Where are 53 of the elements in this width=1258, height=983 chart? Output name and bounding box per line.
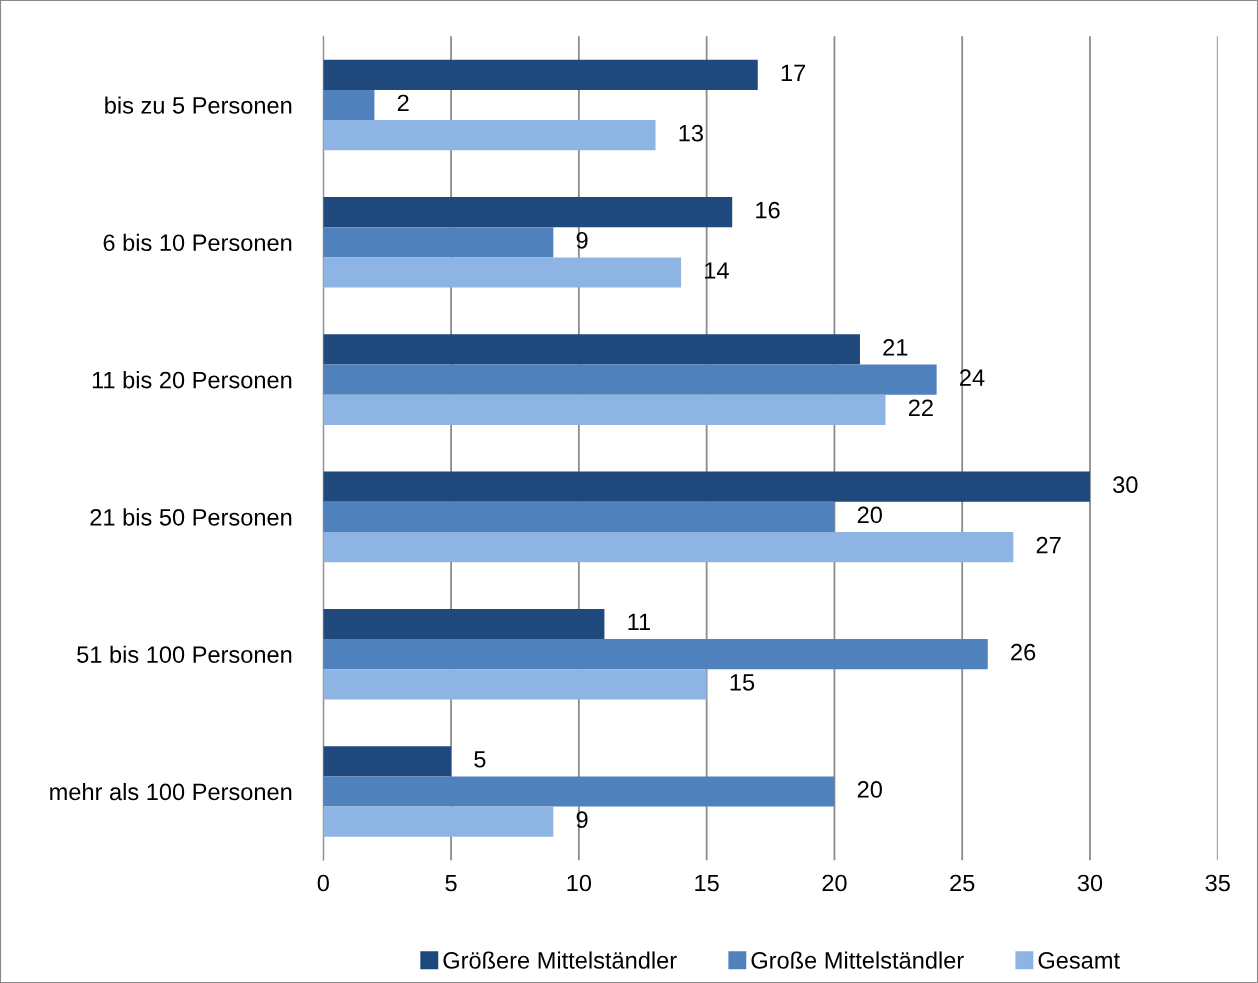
bar bbox=[323, 501, 835, 532]
y-tick-label: 11 bis 20 Personen bbox=[92, 371, 292, 389]
data-label: 17 bbox=[781, 64, 806, 81]
bar bbox=[323, 334, 860, 365]
bar bbox=[323, 806, 554, 837]
x-tick-label: 5 bbox=[445, 874, 457, 892]
bar bbox=[323, 532, 1014, 563]
bar bbox=[323, 746, 452, 777]
bar bbox=[323, 257, 682, 288]
y-tick-label: 51 bis 100 Personen bbox=[77, 645, 292, 663]
y-tick-label: 6 bis 10 Personen bbox=[103, 233, 292, 252]
data-label: 21 bbox=[883, 339, 908, 356]
bar bbox=[323, 197, 733, 228]
x-tick-label: 15 bbox=[695, 874, 719, 892]
bar bbox=[323, 89, 375, 121]
x-tick-label: 30 bbox=[1077, 874, 1103, 892]
legend-label: Große Mittelständler bbox=[751, 951, 964, 969]
bar bbox=[323, 669, 707, 700]
y-tick-label: mehr als 100 Personen bbox=[50, 782, 292, 801]
bar bbox=[323, 471, 1090, 502]
bar bbox=[323, 639, 988, 670]
data-label: 14 bbox=[705, 262, 729, 279]
legend-label: Gesamt bbox=[1038, 952, 1120, 969]
data-label: 9 bbox=[576, 811, 588, 829]
data-label: 16 bbox=[756, 201, 780, 219]
x-tick-label: 10 bbox=[567, 874, 592, 892]
legend-label: Größere Mittelständler bbox=[443, 951, 677, 969]
x-tick-label: 25 bbox=[950, 874, 975, 892]
x-tick-label: 20 bbox=[822, 874, 847, 892]
data-label: 26 bbox=[1011, 643, 1036, 661]
data-label: 24 bbox=[960, 369, 985, 386]
x-tick-label: 35 bbox=[1205, 874, 1230, 892]
data-label: 15 bbox=[730, 674, 755, 691]
data-label: 11 bbox=[628, 613, 651, 631]
data-label: 13 bbox=[679, 124, 703, 142]
bar bbox=[323, 394, 886, 425]
data-label: 20 bbox=[857, 506, 882, 524]
bar bbox=[323, 227, 554, 258]
x-tick-label: 0 bbox=[317, 874, 329, 892]
data-label: 22 bbox=[908, 399, 933, 416]
data-label: 27 bbox=[1036, 536, 1061, 554]
data-label: 9 bbox=[576, 231, 588, 249]
bar bbox=[323, 776, 835, 807]
y-tick-label: 21 bis 50 Personen bbox=[90, 508, 292, 526]
data-label: 5 bbox=[474, 751, 486, 768]
data-label: 20 bbox=[857, 781, 882, 798]
data-label: 2 bbox=[397, 94, 409, 112]
data-label: 30 bbox=[1113, 476, 1138, 494]
y-tick-label: bis zu 5 Personen bbox=[105, 96, 292, 114]
bar bbox=[323, 364, 937, 395]
bar bbox=[323, 120, 656, 151]
bar bbox=[323, 59, 758, 90]
bar bbox=[323, 608, 605, 640]
